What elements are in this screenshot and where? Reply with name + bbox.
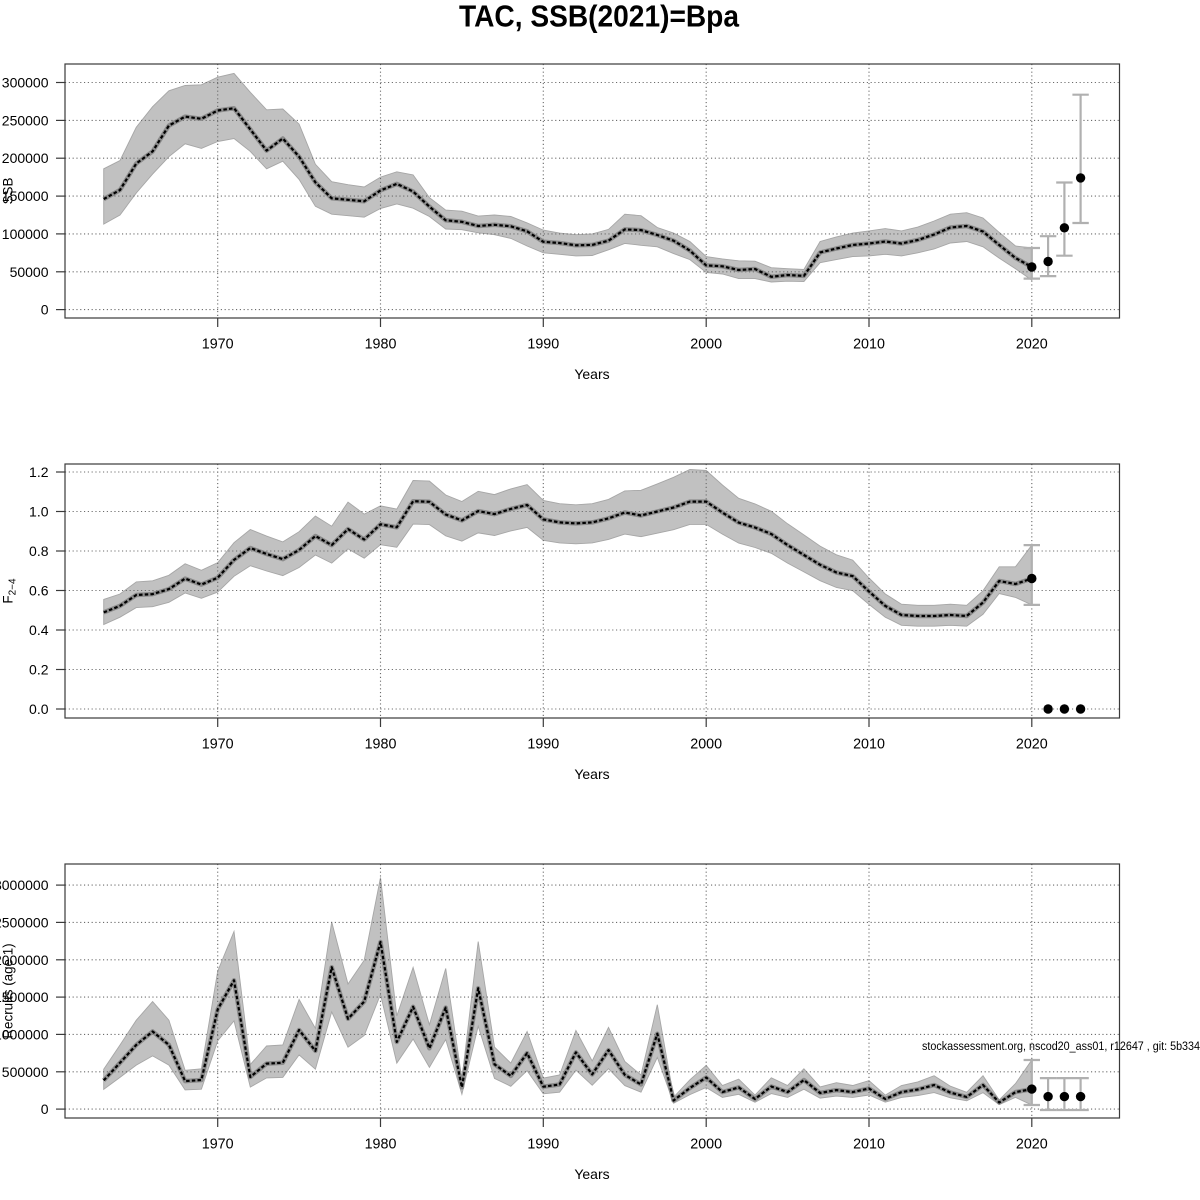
svg-text:1970: 1970 xyxy=(202,1137,234,1153)
svg-text:2500000: 2500000 xyxy=(0,914,49,930)
svg-text:1980: 1980 xyxy=(365,337,397,353)
svg-text:1980: 1980 xyxy=(365,737,397,753)
svg-text:0.4: 0.4 xyxy=(29,622,49,638)
svg-text:1500000: 1500000 xyxy=(0,989,49,1005)
svg-text:2000000: 2000000 xyxy=(0,952,49,968)
svg-text:2000: 2000 xyxy=(690,737,722,753)
svg-text:Recruits (age 1): Recruits (age 1) xyxy=(1,943,16,1038)
svg-text:1000000: 1000000 xyxy=(0,1026,49,1042)
svg-text:50000: 50000 xyxy=(10,264,49,280)
svg-text:150000: 150000 xyxy=(2,188,49,204)
svg-text:0.0: 0.0 xyxy=(29,701,49,717)
svg-text:stockassessment.org, nscod20_a: stockassessment.org, nscod20_ass01, r126… xyxy=(922,1039,1200,1053)
svg-text:1.2: 1.2 xyxy=(29,464,49,480)
svg-text:2010: 2010 xyxy=(853,1137,885,1153)
svg-text:100000: 100000 xyxy=(2,226,49,242)
svg-text:0: 0 xyxy=(41,1101,49,1117)
svg-text:0: 0 xyxy=(41,302,49,318)
svg-text:2010: 2010 xyxy=(853,337,885,353)
svg-text:2020: 2020 xyxy=(1016,1137,1048,1153)
svg-text:1970: 1970 xyxy=(202,337,234,353)
svg-text:2010: 2010 xyxy=(853,737,885,753)
svg-text:1990: 1990 xyxy=(527,1137,559,1153)
svg-text:Years: Years xyxy=(574,766,609,782)
svg-text:1990: 1990 xyxy=(527,737,559,753)
svg-text:250000: 250000 xyxy=(2,112,49,128)
svg-text:Years: Years xyxy=(574,366,609,382)
svg-text:300000: 300000 xyxy=(2,75,49,91)
svg-text:2020: 2020 xyxy=(1016,337,1048,353)
svg-text:0.2: 0.2 xyxy=(29,662,49,678)
svg-text:TAC, SSB(2021)=Bpa: TAC, SSB(2021)=Bpa xyxy=(459,0,740,34)
svg-text:1.0: 1.0 xyxy=(29,504,49,520)
svg-text:500000: 500000 xyxy=(2,1064,49,1080)
svg-text:2000: 2000 xyxy=(690,337,722,353)
svg-text:1990: 1990 xyxy=(527,337,559,353)
svg-text:SSB: SSB xyxy=(1,178,16,205)
svg-text:2000: 2000 xyxy=(690,1137,722,1153)
svg-text:0.8: 0.8 xyxy=(29,543,49,559)
svg-text:3000000: 3000000 xyxy=(0,877,49,893)
svg-text:Years: Years xyxy=(574,1166,609,1182)
svg-text:1980: 1980 xyxy=(365,1137,397,1153)
svg-text:200000: 200000 xyxy=(2,150,49,166)
svg-text:0.6: 0.6 xyxy=(29,583,49,599)
svg-text:2020: 2020 xyxy=(1016,737,1048,753)
svg-text:1970: 1970 xyxy=(202,737,234,753)
